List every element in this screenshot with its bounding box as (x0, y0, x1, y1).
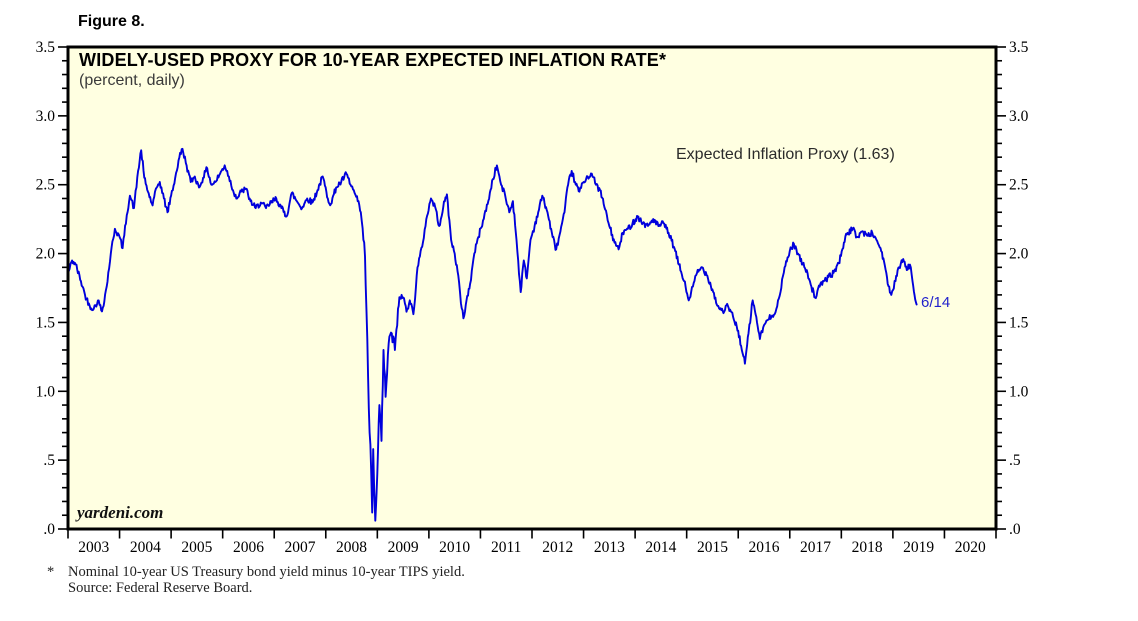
y-axis-label-right: 3.5 (1009, 39, 1029, 56)
y-axis-label-left: 2.0 (36, 246, 56, 263)
chart-subtitle: (percent, daily) (79, 72, 185, 89)
series-legend-label: Expected Inflation Proxy (1.63) (676, 146, 895, 163)
y-axis-label-left: 3.5 (36, 39, 56, 56)
x-axis-year-label: 2010 (439, 539, 470, 556)
figure-number-label: Figure 8. (78, 13, 145, 30)
last-date-annotation: 6/14 (921, 294, 951, 311)
x-axis-year-label: 2013 (594, 539, 625, 556)
x-axis-year-label: 2015 (697, 539, 728, 556)
y-axis-label-right: 1.5 (1009, 314, 1029, 331)
x-axis-year-label: 2004 (130, 539, 161, 556)
y-axis-label-left: 1.5 (36, 314, 56, 331)
x-axis-year-label: 2011 (491, 539, 521, 556)
x-axis-year-label: 2019 (903, 539, 934, 556)
x-axis-year-label: 2012 (542, 539, 573, 556)
x-axis-year-label: 2018 (852, 539, 883, 556)
y-axis-label-left: 1.0 (36, 383, 56, 400)
y-axis-label-left: 2.5 (36, 177, 56, 194)
x-axis-year-label: 2006 (233, 539, 264, 556)
x-axis-year-label: 2009 (388, 539, 419, 556)
footnote-line-2: Source: Federal Reserve Board. (68, 580, 253, 596)
footnote-line-1: Nominal 10-year US Treasury bond yield m… (68, 564, 465, 580)
plot-border (66, 45, 998, 531)
series-line (67, 147, 918, 522)
x-axis-year-label: 2003 (78, 539, 109, 556)
y-axis-label-right: 3.0 (1009, 108, 1029, 125)
y-axis-label-right: 1.0 (1009, 383, 1029, 400)
x-axis-year-label: 2016 (749, 539, 780, 556)
x-axis-year-label: 2008 (336, 539, 367, 556)
x-axis-year-label: 2020 (955, 539, 986, 556)
x-axis-year-label: 2014 (645, 539, 676, 556)
y-axis-label-right: .0 (1009, 521, 1021, 538)
x-axis-year-label: 2005 (181, 539, 212, 556)
y-axis-label-left: 3.0 (36, 108, 56, 125)
plot-background (68, 47, 996, 529)
yardeni-watermark: yardeni.com (77, 503, 164, 522)
x-axis-year-label: 2017 (800, 539, 831, 556)
y-axis-label-right: 2.5 (1009, 177, 1029, 194)
x-axis-year-label: 2007 (285, 539, 316, 556)
y-axis-label-left: .5 (43, 452, 55, 469)
footnote: * Nominal 10-year US Treasury bond yield… (47, 564, 465, 596)
y-axis-label-left: .0 (43, 521, 55, 538)
y-axis-label-right: 2.0 (1009, 246, 1029, 263)
chart-title: WIDELY-USED PROXY FOR 10-YEAR EXPECTED I… (79, 50, 667, 70)
y-axis-label-right: .5 (1009, 452, 1021, 469)
footnote-asterisk: * (47, 564, 55, 580)
